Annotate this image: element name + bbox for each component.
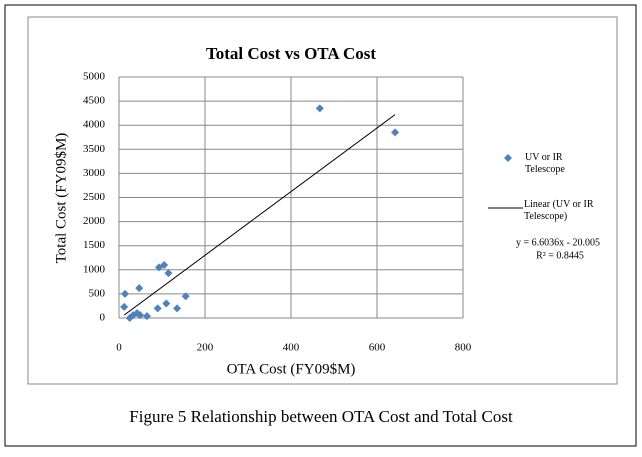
trendline [123,114,396,316]
legend-marker [504,154,512,162]
y-tick-label: 2500 [83,191,106,203]
scatter-point [153,304,162,313]
y-tick-label: 1000 [83,263,106,275]
y-tick-label: 3500 [83,143,106,155]
scatter-point [164,269,173,278]
x-tick-label: 800 [455,342,472,354]
y-tick-label: 500 [89,287,106,299]
legend-label: Linear (UV or IR Telescope) [524,199,594,222]
y-tick-label: 4500 [83,95,106,107]
scatter-point [136,311,145,320]
scatter-point [120,302,129,311]
trend-equation: y = 6.6036x - 20.005 [516,237,600,248]
y-tick-label: 0 [100,312,106,324]
x-axis-label: OTA Cost (FY09$M) [227,361,356,377]
y-tick-label: 3000 [83,167,106,179]
scatter-point [135,284,144,293]
scatter-point [315,104,324,113]
trend-r2: R² = 0.8445 [536,250,584,261]
x-tick-label: 200 [197,342,214,354]
legend-label: UV or IR Telescope [525,152,565,175]
scatter-point [121,289,130,298]
legend-label-box: Linear (UV or IR Telescope) [524,199,594,222]
y-axis-label: Total Cost (FY09$M) [53,133,69,264]
scatter-point [162,299,171,308]
y-tick-label: 2000 [83,215,106,227]
x-tick-label: 0 [116,342,122,354]
chart-title: Total Cost vs OTA Cost [206,44,376,63]
scatter-point [391,128,400,137]
x-tick-label: 600 [369,342,386,354]
y-tick-label: 4000 [83,119,106,131]
y-tick-label: 1500 [83,239,106,251]
scatter-point [160,260,169,269]
scatter-point [173,304,182,313]
x-tick-label: 400 [283,342,300,354]
caption: Figure 5 Relationship between OTA Cost a… [129,407,513,426]
scatter-point [142,312,151,321]
chart-border [27,16,618,385]
scatter-point [181,292,190,301]
y-tick-label: 5000 [83,71,106,83]
